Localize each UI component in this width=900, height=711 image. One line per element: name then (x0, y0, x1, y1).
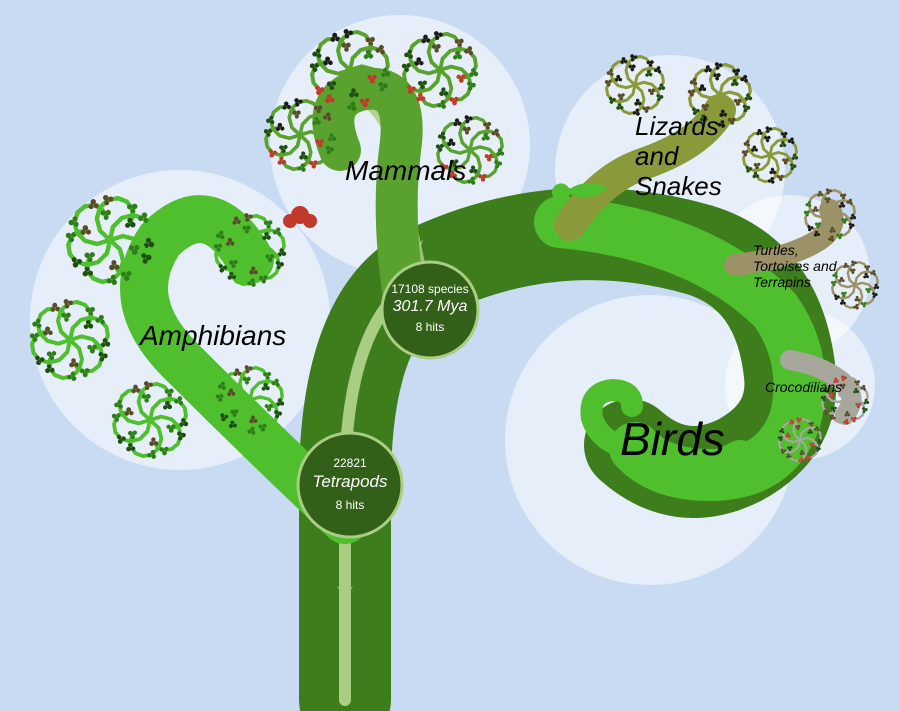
node-count: 22821 (333, 456, 367, 470)
label-crocodilians: Crocodilians (765, 379, 842, 395)
label-turtles: Terrapins (753, 274, 811, 290)
label-turtles: Turtles, (753, 242, 799, 258)
node-hits: 8 hits (336, 498, 365, 512)
phylogenetic-tree-diagram: 22821 Tetrapods 8 hits 17108 species 301.7 M… (0, 0, 900, 711)
label-lizards: Snakes (635, 171, 722, 201)
node-hits: 8 hits (416, 320, 445, 334)
label-lizards: and (635, 141, 680, 171)
label-amphibians: Amphibians (138, 320, 286, 351)
node-name: Tetrapods (313, 472, 388, 491)
node-age: 301.7 Mya (393, 298, 468, 315)
label-mammals: Mammals (345, 155, 466, 186)
label-lizards: Lizards (635, 111, 719, 141)
tree-node[interactable]: 17108 species 301.7 Mya 8 hits (382, 262, 478, 358)
node-species: 17108 species (391, 282, 468, 296)
label-birds: Birds (620, 413, 725, 465)
tree-node[interactable]: 22821 Tetrapods 8 hits (298, 433, 402, 537)
label-turtles: Tortoises and (753, 258, 838, 274)
